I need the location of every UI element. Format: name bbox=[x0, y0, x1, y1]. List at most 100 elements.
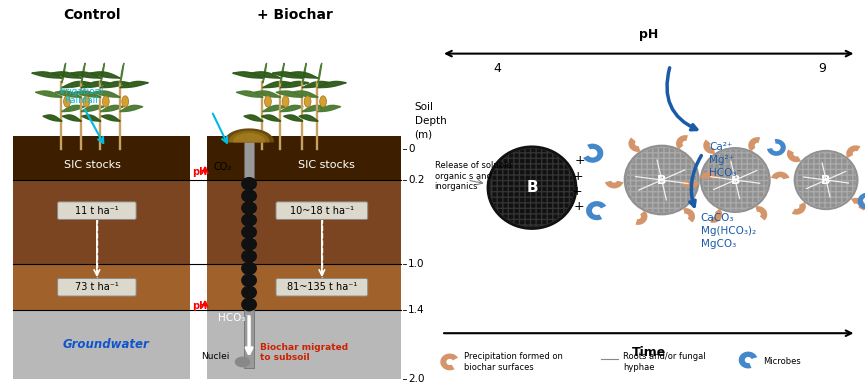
Ellipse shape bbox=[320, 96, 326, 107]
Text: +: + bbox=[573, 170, 584, 183]
Text: B: B bbox=[657, 173, 666, 187]
Text: Nuclei: Nuclei bbox=[201, 352, 229, 361]
Circle shape bbox=[241, 189, 257, 203]
Bar bbox=[208, 149, 401, 180]
Ellipse shape bbox=[122, 96, 129, 107]
Text: 11 t ha⁻¹: 11 t ha⁻¹ bbox=[75, 206, 119, 216]
Text: 2.0: 2.0 bbox=[408, 374, 425, 383]
Ellipse shape bbox=[265, 96, 272, 107]
Text: + Biochar: + Biochar bbox=[258, 8, 333, 22]
Wedge shape bbox=[605, 181, 624, 188]
Text: Roots and/or fungal
hyphae: Roots and/or fungal hyphae bbox=[623, 352, 706, 372]
Circle shape bbox=[241, 225, 257, 239]
Polygon shape bbox=[225, 129, 273, 142]
Circle shape bbox=[241, 298, 257, 311]
Text: B: B bbox=[731, 173, 740, 187]
Bar bbox=[13, 310, 401, 379]
FancyBboxPatch shape bbox=[276, 202, 368, 219]
Bar bbox=[13, 136, 189, 149]
Text: Microbes: Microbes bbox=[763, 357, 801, 367]
Ellipse shape bbox=[102, 96, 109, 107]
Text: +: + bbox=[574, 154, 585, 167]
Text: SIC stocks: SIC stocks bbox=[64, 160, 121, 170]
Text: CO₂: CO₂ bbox=[214, 162, 232, 172]
Text: pH: pH bbox=[192, 167, 208, 177]
Text: Control: Control bbox=[64, 8, 121, 22]
Ellipse shape bbox=[64, 96, 70, 107]
Circle shape bbox=[241, 237, 257, 251]
Circle shape bbox=[241, 286, 257, 300]
Text: Precipitation formed on
biochar surfaces: Precipitation formed on biochar surfaces bbox=[464, 352, 562, 372]
Text: 9: 9 bbox=[817, 62, 826, 75]
Wedge shape bbox=[703, 139, 715, 154]
Wedge shape bbox=[440, 354, 458, 370]
Text: 10~18 t ha⁻¹: 10~18 t ha⁻¹ bbox=[290, 206, 354, 216]
Wedge shape bbox=[767, 139, 785, 156]
Wedge shape bbox=[629, 137, 640, 152]
Ellipse shape bbox=[486, 146, 578, 230]
Circle shape bbox=[241, 273, 257, 287]
Text: Release of soluble
organic s and
inorganics: Release of soluble organic s and inorgan… bbox=[435, 161, 511, 191]
Text: 4: 4 bbox=[493, 62, 502, 75]
Text: Ca²⁺
Mg²⁺
HCO₃⁻: Ca²⁺ Mg²⁺ HCO₃⁻ bbox=[709, 142, 742, 178]
Text: Biochar migrated
to subsoil: Biochar migrated to subsoil bbox=[260, 343, 349, 362]
Wedge shape bbox=[787, 149, 801, 162]
Bar bbox=[208, 180, 401, 264]
Wedge shape bbox=[858, 193, 865, 210]
Text: Soil: Soil bbox=[414, 102, 433, 112]
Bar bbox=[13, 149, 189, 180]
Text: CaCO₃
Mg(HCO₃)₂
MgCO₃: CaCO₃ Mg(HCO₃)₂ MgCO₃ bbox=[701, 213, 756, 249]
Text: Groundwater: Groundwater bbox=[62, 338, 149, 351]
Wedge shape bbox=[755, 206, 767, 221]
FancyBboxPatch shape bbox=[276, 278, 368, 296]
Polygon shape bbox=[234, 134, 265, 142]
Wedge shape bbox=[739, 352, 757, 368]
Text: B: B bbox=[822, 173, 830, 187]
Text: 0: 0 bbox=[408, 144, 414, 154]
Text: Depth: Depth bbox=[414, 116, 446, 126]
Wedge shape bbox=[700, 172, 719, 179]
Wedge shape bbox=[710, 209, 722, 223]
Wedge shape bbox=[771, 172, 790, 179]
Text: 1.4: 1.4 bbox=[408, 305, 425, 315]
Ellipse shape bbox=[282, 96, 289, 107]
FancyBboxPatch shape bbox=[58, 202, 136, 219]
Circle shape bbox=[241, 249, 257, 263]
Text: +: + bbox=[572, 185, 583, 198]
Circle shape bbox=[241, 177, 257, 191]
Ellipse shape bbox=[234, 357, 250, 367]
Wedge shape bbox=[676, 135, 688, 149]
Bar bbox=[208, 136, 401, 149]
Wedge shape bbox=[851, 198, 865, 211]
Wedge shape bbox=[683, 208, 695, 223]
Text: Irrigation/: Irrigation/ bbox=[59, 87, 104, 96]
Wedge shape bbox=[748, 137, 760, 151]
Text: Rainfall: Rainfall bbox=[65, 97, 99, 105]
Bar bbox=[189, 73, 208, 379]
Text: 0.2: 0.2 bbox=[408, 175, 425, 185]
Text: 81~135 t ha⁻¹: 81~135 t ha⁻¹ bbox=[286, 282, 357, 292]
Circle shape bbox=[241, 261, 257, 275]
Text: pH: pH bbox=[639, 28, 658, 41]
Bar bbox=[13, 180, 189, 264]
Text: SIC stocks: SIC stocks bbox=[298, 160, 355, 170]
Wedge shape bbox=[586, 201, 606, 220]
Text: 1.0: 1.0 bbox=[408, 259, 425, 269]
Text: pH: pH bbox=[192, 301, 208, 311]
Bar bbox=[244, 138, 254, 368]
Polygon shape bbox=[229, 131, 269, 142]
Bar bbox=[13, 264, 189, 310]
Ellipse shape bbox=[624, 145, 700, 215]
Wedge shape bbox=[681, 181, 700, 188]
Ellipse shape bbox=[83, 96, 90, 107]
Wedge shape bbox=[636, 211, 647, 225]
FancyBboxPatch shape bbox=[58, 278, 136, 296]
Circle shape bbox=[241, 201, 257, 215]
Text: (m): (m) bbox=[414, 129, 432, 139]
Text: Time: Time bbox=[631, 346, 666, 359]
Bar bbox=[208, 264, 401, 310]
Text: HCO₃⁻: HCO₃⁻ bbox=[218, 313, 251, 323]
Wedge shape bbox=[846, 145, 861, 158]
Text: B: B bbox=[526, 180, 538, 195]
Ellipse shape bbox=[794, 150, 859, 210]
